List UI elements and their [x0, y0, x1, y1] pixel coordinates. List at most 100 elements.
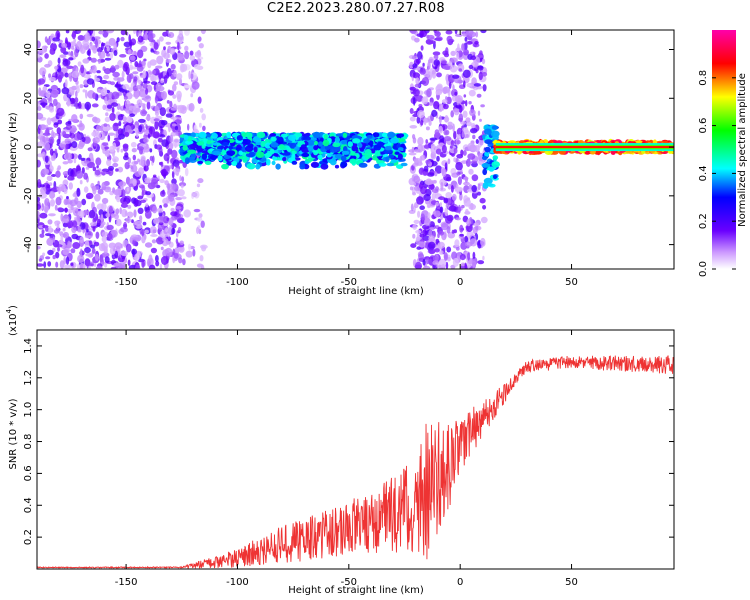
spectrogram-point: [190, 93, 194, 98]
spectrogram-x-label: Height of straight line (km): [288, 286, 424, 297]
spectrogram-point: [434, 171, 438, 177]
spectrogram-point: [147, 61, 152, 69]
spectrogram-point: [455, 95, 463, 104]
spectrogram-point: [466, 30, 474, 36]
spectrogram-point: [137, 207, 144, 214]
spectrogram-point: [102, 142, 109, 147]
spectrogram-point: [189, 55, 196, 61]
spectrogram-point: [429, 226, 435, 231]
spectrogram-point: [438, 103, 443, 113]
spectrogram-point: [70, 127, 78, 132]
spectrogram-point: [75, 84, 79, 89]
spectrogram-point: [89, 68, 93, 75]
spectrogram-point: [122, 116, 127, 122]
spectrogram-point: [457, 204, 461, 214]
spectrogram-point: [481, 72, 488, 77]
spectrogram-point: [163, 203, 168, 208]
spectrogram-point: [98, 243, 106, 252]
spectrogram-point: [484, 128, 492, 135]
spectrogram-point: [177, 189, 185, 197]
spectrogram-point: [56, 223, 60, 230]
spectrogram-point: [103, 123, 108, 127]
spectrogram-point: [482, 182, 489, 189]
spectrogram-point: [57, 57, 61, 64]
spectrogram-point: [113, 189, 121, 196]
spectrogram-point: [422, 235, 430, 242]
spectrogram-point: [420, 119, 424, 126]
spectrogram-point: [462, 69, 471, 79]
spectrogram-point: [57, 246, 60, 252]
y-tick-label: 40: [23, 43, 34, 56]
spectrogram-point: [474, 41, 479, 45]
spectrogram-point: [432, 260, 440, 266]
spectrogram-point: [273, 153, 279, 157]
spectrogram-point: [71, 30, 76, 40]
snr-ticks: -150 -100 -50 0 500.20.40.60.81.01.21.4: [23, 330, 674, 588]
spectrogram-point: [152, 205, 158, 214]
spectrogram-point: [70, 262, 74, 266]
spectrogram-point: [283, 152, 291, 156]
y-tick-label: 0.8: [23, 434, 34, 450]
spectrogram-point: [63, 264, 72, 269]
spectrogram-point: [80, 64, 85, 74]
spectrogram-point: [439, 202, 442, 207]
spectrogram-point: [412, 134, 416, 140]
spectrogram-point: [446, 246, 452, 253]
spectrogram-point: [196, 183, 201, 188]
spectrogram-point: [37, 40, 40, 49]
spectrogram-point: [39, 233, 45, 238]
spectrogram-point: [448, 81, 452, 89]
spectrogram-point: [73, 132, 82, 141]
spectrogram-point: [142, 146, 151, 153]
spectrogram-point: [453, 108, 460, 113]
spectrogram-point: [134, 264, 141, 269]
spectrogram-point: [79, 248, 83, 257]
spectrogram-point: [200, 220, 205, 228]
spectrogram-point: [142, 83, 148, 89]
spectrogram-point: [473, 83, 482, 87]
spectrogram-point: [455, 246, 460, 251]
spectrogram-point: [96, 165, 99, 169]
spectrogram-point: [457, 43, 460, 52]
spectrogram-point: [39, 90, 47, 97]
spectrogram-point: [44, 135, 49, 142]
spectrogram-point: [37, 106, 42, 111]
spectrogram-point: [434, 248, 440, 253]
spectrogram-point: [54, 204, 58, 211]
spectrogram-point: [141, 186, 146, 192]
spectrogram-point: [473, 222, 480, 227]
spectrogram-point: [462, 110, 468, 118]
spectrogram-point: [92, 92, 97, 100]
spectrogram-point: [458, 113, 464, 123]
spectrogram-point: [427, 61, 431, 70]
spectrogram-point: [464, 262, 467, 269]
spectrogram-point: [48, 225, 52, 233]
spectrogram-point: [156, 85, 165, 92]
spectrogram-point: [64, 138, 71, 145]
spectrogram-point: [124, 210, 128, 217]
spectrogram-point: [168, 217, 174, 227]
spectrogram-point: [294, 146, 300, 152]
x-tick-label: 0: [457, 277, 463, 288]
spectrogram-point: [317, 141, 324, 147]
spectrogram-point: [106, 224, 114, 231]
spectrogram-point: [104, 57, 112, 61]
spectrogram-point: [412, 224, 418, 230]
spectrogram-point: [143, 165, 149, 172]
spectrogram-point: [181, 184, 184, 189]
spectrogram-point: [444, 162, 448, 171]
spectrogram-point: [291, 150, 296, 155]
spectrogram-point: [179, 63, 185, 73]
spectrogram-point: [484, 139, 493, 145]
spectrogram-point: [86, 50, 91, 56]
spectrogram-point: [443, 136, 452, 142]
spectrogram-point: [427, 212, 431, 219]
spectrogram-point: [173, 69, 178, 77]
spectrogram-point: [409, 186, 414, 191]
spectrogram-point: [46, 175, 53, 182]
spectrogram-point: [69, 41, 77, 47]
spectrogram-point: [450, 57, 458, 63]
spectrogram-point: [236, 135, 243, 141]
spectrogram-point: [436, 264, 442, 268]
spectrogram-point: [477, 183, 481, 191]
